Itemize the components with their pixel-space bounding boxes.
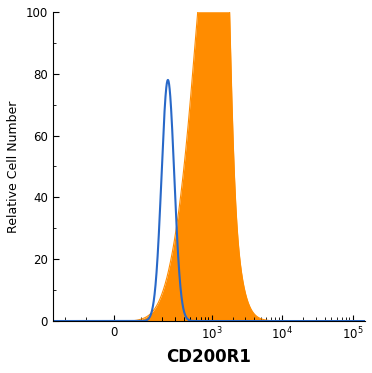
Y-axis label: Relative Cell Number: Relative Cell Number xyxy=(7,100,20,233)
X-axis label: CD200R1: CD200R1 xyxy=(166,348,251,366)
